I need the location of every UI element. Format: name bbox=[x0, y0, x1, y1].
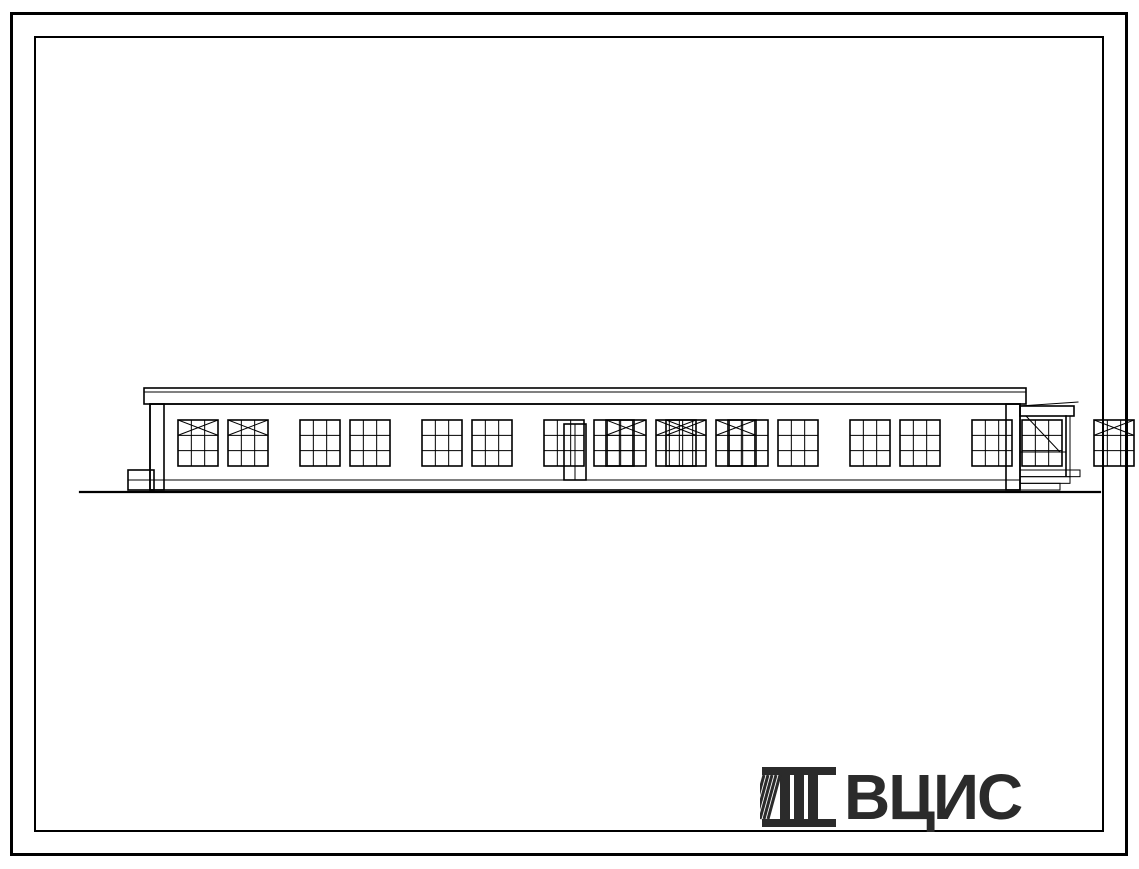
logo-text: ВЦИС bbox=[844, 760, 1021, 834]
logo: ВЦИС bbox=[760, 760, 1021, 834]
drawing-canvas: ВЦИС bbox=[0, 0, 1139, 869]
building-elevation bbox=[0, 0, 1139, 869]
logo-column-icon bbox=[760, 765, 838, 829]
